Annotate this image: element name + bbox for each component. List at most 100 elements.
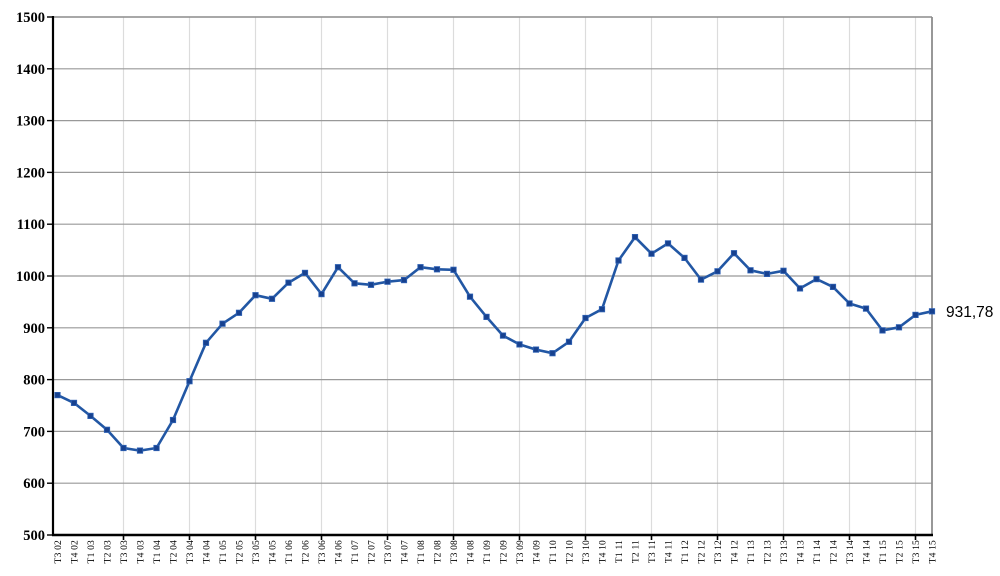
data-point-marker [367,281,375,288]
x-axis-tick-label: T3 13 [780,540,790,563]
y-axis-tick-label: 1400 [16,62,45,78]
horizontal-gridlines [53,68,932,484]
x-axis-tick-label: T3 05 [252,540,262,563]
data-point-marker [417,264,424,271]
data-point-marker [763,270,771,278]
x-axis-tick-label: T2 07 [368,540,378,563]
x-axis-tick-label: T3 11 [648,540,658,563]
data-point-marker [565,338,573,345]
x-axis-tick-label: T3 07 [384,540,394,563]
x-axis-tick-label: T2 15 [896,540,906,563]
data-point-marker [219,320,226,327]
data-point-marker [400,276,408,284]
x-axis-tick-label: T4 02 [71,540,81,563]
x-axis-tick-label: T1 12 [681,540,691,563]
data-point-marker [796,285,804,292]
data-point-marker [780,267,787,274]
data-point-marker [532,346,540,353]
x-axis-tick-label: T1 15 [879,540,889,563]
data-point-marker [747,267,754,274]
data-point-marker [549,350,556,357]
data-point-marker [829,283,837,291]
x-axis-tick-label: T4 07 [401,540,411,563]
data-point-marker [285,279,292,286]
data-point-marker [895,324,903,331]
data-point-marker [879,327,886,334]
data-point-marker [268,295,276,302]
data-point-marker [664,240,672,247]
y-axis-tick-label: 1500 [16,10,45,26]
axis-ticks [47,16,917,540]
x-axis-tick-label: T1 10 [549,540,559,563]
data-point-marker [153,444,160,452]
data-point-marker [615,257,622,264]
data-point-marker [202,339,210,346]
x-axis-tick-label: T2 11 [632,540,642,563]
x-axis-tick-label: T4 15 [929,540,939,563]
x-axis-tick-label: T3 02 [54,540,64,563]
data-point-marker [813,275,820,283]
data-point-marker [301,269,309,277]
data-point-marker [912,311,919,319]
x-axis-tick-label: T3 12 [714,540,724,563]
x-axis-tick-label: T4 09 [533,540,543,563]
x-axis-tick-label: T1 05 [219,540,229,563]
data-point-marker [516,341,523,348]
x-axis-tick-label: T3 03 [120,540,130,563]
x-axis-tick-label: T2 06 [302,540,312,563]
y-axis-tick-label: 1200 [16,165,45,181]
data-point-marker [433,266,441,273]
x-axis-tick-label: T4 14 [863,540,873,563]
x-axis-tick-label: T2 03 [104,540,114,563]
data-point-marker [450,266,457,273]
x-axis-tick-label: T4 04 [203,540,213,563]
data-point-marker [334,264,342,271]
x-axis-tick-label: T2 14 [830,540,840,563]
data-point-marker [714,268,721,275]
x-axis-tick-label: T2 04 [170,540,180,563]
data-point-marker [252,292,259,299]
x-axis-tick-label: T4 10 [599,540,609,563]
data-point-marker [235,309,243,316]
data-point-marker [631,233,639,241]
y-axis-tick-label: 700 [23,424,45,440]
data-point-marker [87,412,94,420]
x-axis-tick-label: T1 07 [351,540,361,563]
data-point-marker [862,305,870,312]
data-point-marker [136,447,144,454]
data-point-marker [697,276,705,283]
series-line [56,235,934,452]
x-axis-tick-label: T4 08 [467,540,477,563]
x-axis-tick-label: T4 05 [269,540,279,563]
data-point-marker [318,290,325,298]
x-axis-tick-label: T4 12 [731,540,741,563]
y-axis-tick-label: 1000 [16,269,45,285]
x-axis-tick-label: T1 03 [87,540,97,563]
data-point-marker [120,444,127,452]
x-axis-tick-label: T1 13 [747,540,757,563]
x-axis-tick-label: T3 09 [516,540,526,563]
data-point-marker [70,399,78,407]
x-axis-tick-label: T1 04 [153,540,163,563]
x-axis-tick-label: T4 03 [137,540,147,563]
y-axis-tick-label: 900 [23,321,45,337]
data-point-marker [846,300,853,307]
x-axis-tick-label: T2 05 [236,540,246,563]
x-axis-tick-label: T3 04 [186,540,196,563]
data-point-marker [928,308,936,315]
y-axis-tick-label: 500 [23,528,45,544]
x-axis-tick-label: T2 13 [764,540,774,563]
y-axis-tick-label: 1100 [17,217,45,233]
data-series [54,233,936,454]
x-axis-tick-label: T3 10 [582,540,592,563]
x-axis-labels: T3 02 T4 02 T1 03 T2 03 T3 03 T4 03 T1 04 T2 04… [54,540,939,563]
data-point-marker [54,391,61,399]
last-value-label: 931,78 [946,304,993,321]
data-point-marker [186,378,193,385]
data-point-marker [466,293,474,300]
x-axis-tick-label: T3 15 [912,540,922,563]
x-axis-tick-label: T1 06 [285,540,295,563]
y-axis-tick-label: 1300 [16,114,45,130]
data-point-marker [730,250,738,257]
